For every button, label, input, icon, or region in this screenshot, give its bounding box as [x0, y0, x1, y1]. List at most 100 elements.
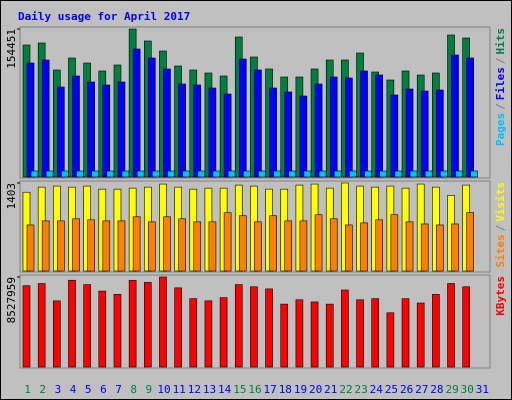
bar: [223, 93, 232, 178]
bar: [204, 300, 213, 368]
x-tick-label: 2: [39, 383, 46, 396]
bar: [269, 87, 277, 178]
bar: [197, 170, 206, 178]
x-tick-label: 13: [203, 383, 216, 396]
x-tick-label: 28: [430, 383, 443, 396]
bar: [401, 298, 410, 368]
legend: Sites / Visits: [494, 182, 507, 268]
legend-entry: Pages: [494, 113, 507, 146]
x-tick-label: 23: [355, 383, 368, 396]
bar: [87, 81, 95, 178]
x-tick-label: 20: [309, 383, 322, 396]
legend-entry: KBytes: [494, 276, 507, 316]
bar: [143, 282, 152, 368]
bar: [386, 312, 395, 368]
bar: [466, 212, 474, 272]
bar: [349, 170, 357, 178]
bar: [242, 170, 251, 178]
bar: [269, 215, 277, 272]
bar: [462, 286, 470, 368]
bar: [223, 212, 232, 272]
bar: [53, 300, 61, 368]
bar: [329, 218, 338, 272]
bar: [193, 84, 202, 178]
bar: [174, 287, 182, 368]
bar: [41, 59, 50, 178]
chart-title: Daily usage for April 2017: [18, 10, 190, 23]
bar: [87, 219, 95, 272]
x-tick-label: 30: [461, 383, 474, 396]
bar: [117, 220, 126, 272]
bar: [333, 170, 342, 178]
bar: [26, 224, 35, 272]
bar: [273, 170, 281, 178]
bar: [238, 215, 247, 272]
bar: [182, 170, 190, 178]
legend-separator: /: [494, 224, 507, 231]
bar: [288, 170, 297, 178]
bar: [57, 220, 65, 272]
bar: [345, 77, 353, 178]
bar: [345, 224, 353, 272]
x-tick-label: 27: [415, 383, 428, 396]
x-tick-label: 29: [445, 383, 458, 396]
bar: [163, 216, 171, 272]
x-tick-label: 3: [55, 383, 62, 396]
x-tick-label: 22: [339, 383, 352, 396]
y-tick-label: 8527959: [5, 277, 18, 323]
bar: [219, 297, 228, 368]
bar: [440, 170, 448, 178]
bar: [394, 170, 403, 178]
bar: [102, 220, 111, 272]
x-tick-label: 8: [130, 383, 137, 396]
bar: [132, 48, 141, 178]
bar: [436, 224, 444, 272]
bar: [405, 88, 414, 178]
bar: [314, 214, 323, 272]
bar: [424, 170, 433, 178]
bar: [193, 221, 202, 272]
bar: [254, 221, 262, 272]
x-tick-label: 24: [370, 383, 384, 396]
bar: [147, 221, 156, 272]
x-tick-label: 16: [248, 383, 261, 396]
bar: [364, 170, 372, 178]
y-tick-label: 1403: [5, 183, 18, 210]
x-tick-label: 5: [85, 383, 92, 396]
x-tick-label: 4: [70, 383, 77, 396]
bar: [45, 170, 54, 178]
bar: [375, 74, 384, 178]
bar: [83, 284, 91, 368]
bar: [375, 219, 384, 272]
bar: [117, 81, 126, 178]
bar: [451, 54, 459, 178]
x-tick-label: 17: [264, 383, 277, 396]
bar: [329, 76, 338, 178]
x-tick-label: 14: [218, 383, 232, 396]
bar: [299, 220, 308, 272]
bar: [113, 294, 122, 368]
legend: KBytes: [494, 276, 507, 316]
x-tick-label: 9: [146, 383, 153, 396]
bar: [420, 223, 429, 272]
bar: [68, 279, 76, 368]
bar: [41, 220, 50, 272]
bar: [208, 87, 217, 178]
bar: [447, 283, 455, 368]
bar: [258, 170, 266, 178]
bar: [390, 94, 399, 178]
bar: [390, 214, 399, 272]
bar: [22, 285, 31, 368]
bar: [121, 170, 130, 178]
bar: [432, 294, 440, 368]
bar: [178, 218, 186, 272]
x-tick-label: 25: [385, 383, 398, 396]
bar: [299, 95, 308, 178]
bar: [436, 89, 444, 178]
x-tick-label: 18: [279, 383, 292, 396]
legend-entry: Visits: [494, 182, 507, 222]
bar: [72, 218, 80, 272]
bar: [409, 170, 418, 178]
